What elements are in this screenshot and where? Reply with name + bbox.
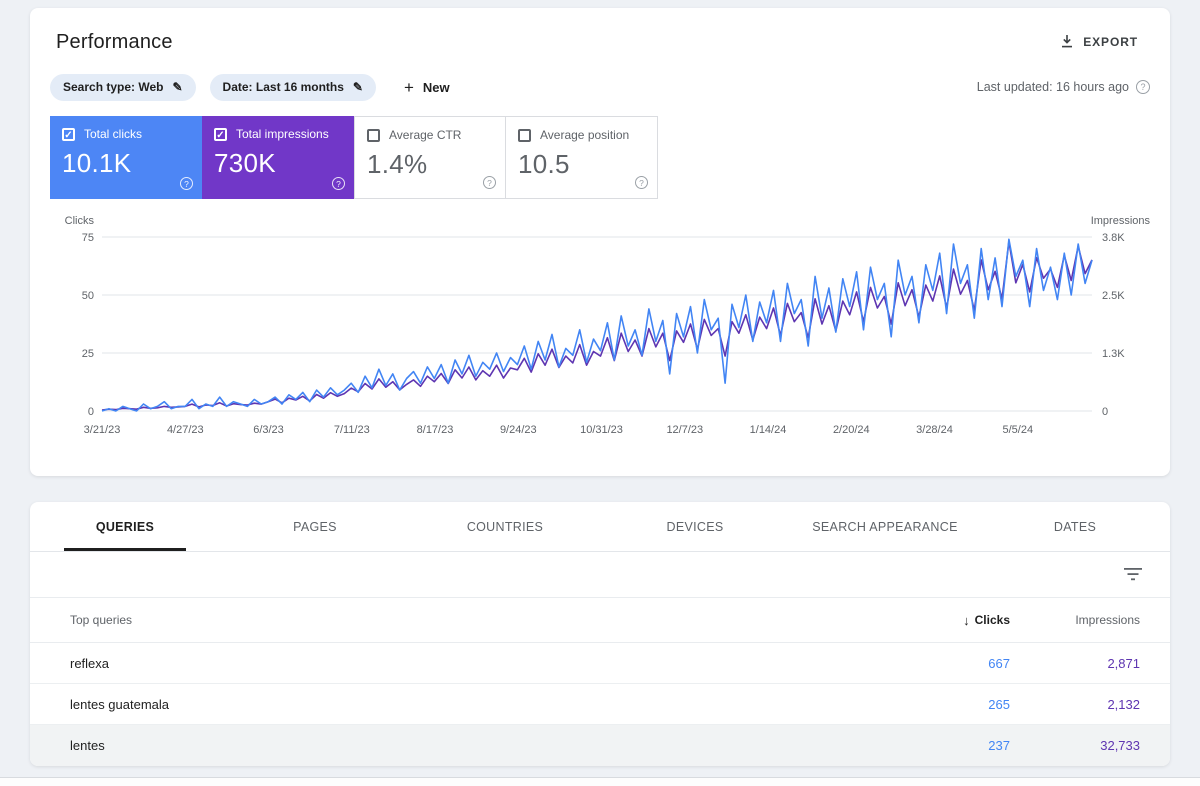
svg-text:1/14/24: 1/14/24 <box>750 424 787 436</box>
table-row-lentes[interactable]: lentes 237 32,733 <box>30 725 1170 766</box>
metric-card-total-impressions[interactable]: ✓ Total impressions 730K? <box>202 116 354 199</box>
dimension-tabs: QUERIES PAGES COUNTRIES DEVICES SEARCH APPEA… <box>30 502 1170 552</box>
tab-queries[interactable]: QUERIES <box>30 502 220 551</box>
impressions-cell: 32,733 <box>1100 738 1140 753</box>
tab-countries[interactable]: COUNTRIES <box>466 519 544 534</box>
table-row-reflexa[interactable]: reflexa 667 2,871 <box>30 643 1170 684</box>
svg-text:25: 25 <box>82 348 94 360</box>
metric-label: Average position <box>540 128 630 142</box>
svg-text:50: 50 <box>82 290 94 302</box>
page-title: Performance <box>56 30 173 53</box>
checkbox-checked-icon[interactable]: ✓ <box>214 127 227 141</box>
query-cell[interactable]: reflexa <box>70 655 110 671</box>
metric-value: 1.4% <box>367 149 428 179</box>
svg-text:10/31/23: 10/31/23 <box>580 424 623 436</box>
new-filter-button[interactable]: + New <box>398 78 456 97</box>
new-filter-label: New <box>422 79 450 95</box>
svg-text:1.3K: 1.3K <box>1102 348 1125 360</box>
metric-value: 10.1K <box>62 148 132 178</box>
sort-descending-icon: ↓ <box>963 612 970 628</box>
svg-text:6/3/23: 6/3/23 <box>253 424 284 436</box>
svg-text:8/17/23: 8/17/23 <box>417 424 454 436</box>
table-row-lentes-guatemala[interactable]: lentes guatemala 265 2,132 <box>30 684 1170 725</box>
last-updated: Last updated: 16 hours ago ? <box>977 80 1150 94</box>
clicks-impressions-line-chart: 75 3.8K 50 2.5K 25 1.3K 0 0 Clicks Impressions 3/2… <box>65 215 1150 436</box>
column-top-queries[interactable]: Top queries <box>70 613 133 627</box>
metric-card-top: ✓ Total impressions <box>214 127 342 141</box>
checkbox-checked-icon[interactable]: ✓ <box>62 127 75 141</box>
svg-text:0: 0 <box>88 406 94 418</box>
svg-text:3.8K: 3.8K <box>1102 232 1125 244</box>
svg-text:0: 0 <box>1102 406 1108 418</box>
page-header: Performance EXPORT <box>50 22 1150 62</box>
impressions-cell: 2,871 <box>1107 655 1140 671</box>
metric-card-total-clicks[interactable]: ✓ Total clicks 10.1K? <box>50 116 202 199</box>
query-cell[interactable]: lentes guatemala <box>70 696 170 712</box>
metric-card-top: Average position <box>518 128 645 142</box>
svg-text:7/11/23: 7/11/23 <box>334 424 370 436</box>
performance-chart: 75 3.8K 50 2.5K 25 1.3K 0 0 Clicks Impressions 3/2… <box>50 215 1150 470</box>
metric-value: 730K <box>214 148 276 178</box>
help-icon[interactable]: ? <box>332 177 345 190</box>
query-cell[interactable]: lentes <box>70 738 105 753</box>
metric-card-top: Average CTR <box>367 128 493 142</box>
help-icon[interactable]: ? <box>1136 80 1150 94</box>
checkbox-unchecked-icon[interactable] <box>367 128 380 142</box>
metric-card-average-ctr[interactable]: Average CTR 1.4%? <box>354 116 506 199</box>
tab-search-appearance[interactable]: SEARCH APPEARANCE <box>812 519 958 534</box>
svg-text:9/24/23: 9/24/23 <box>500 424 537 436</box>
filter-list-icon[interactable] <box>1124 568 1142 581</box>
svg-text:5/5/24: 5/5/24 <box>1003 424 1034 436</box>
svg-text:3/28/24: 3/28/24 <box>916 424 953 436</box>
search-type-chip[interactable]: Search type: Web ✎ <box>50 73 196 101</box>
tab-devices[interactable]: DEVICES <box>666 519 724 534</box>
svg-text:Clicks: Clicks <box>65 215 95 227</box>
plus-icon: + <box>403 77 414 97</box>
table-filter-bar <box>30 552 1170 598</box>
export-button[interactable]: EXPORT <box>1054 33 1144 52</box>
table-header-row: Top queries ↓ Clicks Impressions <box>30 598 1170 643</box>
performance-panel: Performance EXPORT Search type: Web ✎ Da… <box>30 8 1170 476</box>
metric-label: Total clicks <box>84 127 143 141</box>
date-range-label: Date: Last 16 months <box>222 80 344 94</box>
last-updated-text: Last updated: 16 hours ago <box>976 80 1129 94</box>
search-type-label: Search type: Web <box>63 80 164 94</box>
column-impressions[interactable]: Impressions <box>1075 613 1140 627</box>
svg-text:Impressions: Impressions <box>1091 215 1150 227</box>
svg-text:2.5K: 2.5K <box>1102 290 1125 302</box>
clicks-cell: 667 <box>988 655 1010 671</box>
metric-label: Total impressions <box>236 127 329 141</box>
download-icon <box>1060 34 1074 51</box>
help-icon[interactable]: ? <box>483 176 496 189</box>
metric-card-top: ✓ Total clicks <box>62 127 190 141</box>
svg-text:3/21/23: 3/21/23 <box>84 424 121 436</box>
metric-label: Average CTR <box>389 128 462 142</box>
metric-value: 10.5 <box>518 149 570 179</box>
search-console-performance-page: Performance EXPORT Search type: Web ✎ Da… <box>30 8 1170 766</box>
svg-text:75: 75 <box>82 232 94 244</box>
tab-pages[interactable]: PAGES <box>293 519 337 534</box>
edit-pencil-icon: ✎ <box>352 80 363 94</box>
date-range-chip[interactable]: Date: Last 16 months ✎ <box>209 73 376 101</box>
help-icon[interactable]: ? <box>180 177 193 190</box>
svg-text:4/27/23: 4/27/23 <box>167 424 204 436</box>
edit-pencil-icon: ✎ <box>172 80 183 94</box>
impressions-cell: 2,132 <box>1107 696 1140 712</box>
tab-dates[interactable]: DATES <box>1053 519 1097 534</box>
svg-text:12/7/23: 12/7/23 <box>666 424 703 436</box>
metric-cards-row: ✓ Total clicks 10.1K? ✓ Total impressions 730… <box>50 116 1150 199</box>
column-clicks[interactable]: ↓ Clicks <box>963 612 1010 628</box>
table-body: reflexa 667 2,871 lentes guatemala 265 2,132 l… <box>30 643 1170 766</box>
dimensions-table-panel: QUERIES PAGES COUNTRIES DEVICES SEARCH APPEA… <box>30 502 1170 766</box>
metric-card-average-position[interactable]: Average position 10.5? <box>506 116 658 199</box>
svg-text:2/20/24: 2/20/24 <box>833 424 870 436</box>
page-bottom-edge <box>0 777 1200 786</box>
help-icon[interactable]: ? <box>635 176 648 189</box>
clicks-cell: 237 <box>988 738 1010 753</box>
clicks-cell: 265 <box>988 696 1010 712</box>
filter-bar: Search type: Web ✎ Date: Last 16 months … <box>50 72 1150 102</box>
export-label: EXPORT <box>1083 35 1138 49</box>
checkbox-unchecked-icon[interactable] <box>518 128 531 142</box>
